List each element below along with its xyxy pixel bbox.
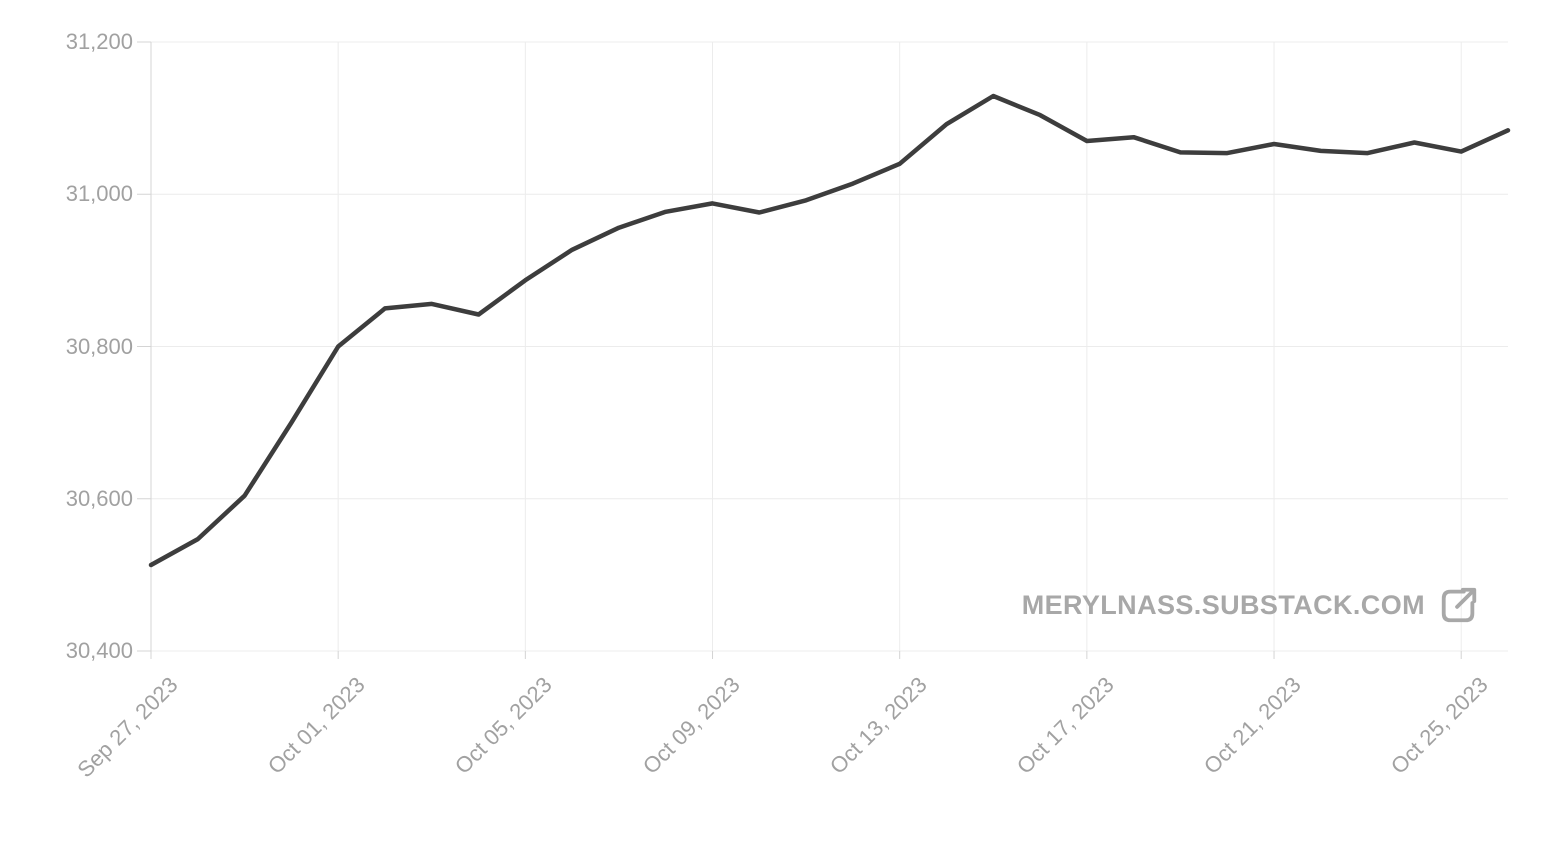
y-axis-label: 31,200 xyxy=(65,29,133,54)
watermark-text: MERYLNASS.SUBSTACK.COM xyxy=(1021,590,1425,620)
data-series-line xyxy=(148,93,1511,568)
y-axis-label: 30,600 xyxy=(65,485,133,511)
y-axis-label: 30,400 xyxy=(65,638,133,663)
external-link-icon xyxy=(1441,587,1477,623)
watermark-link[interactable]: MERYLNASS.SUBSTACK.COM xyxy=(1022,584,1480,626)
y-axis-label: 30,800 xyxy=(65,333,133,359)
y-axis-label: 31,000 xyxy=(65,181,133,207)
